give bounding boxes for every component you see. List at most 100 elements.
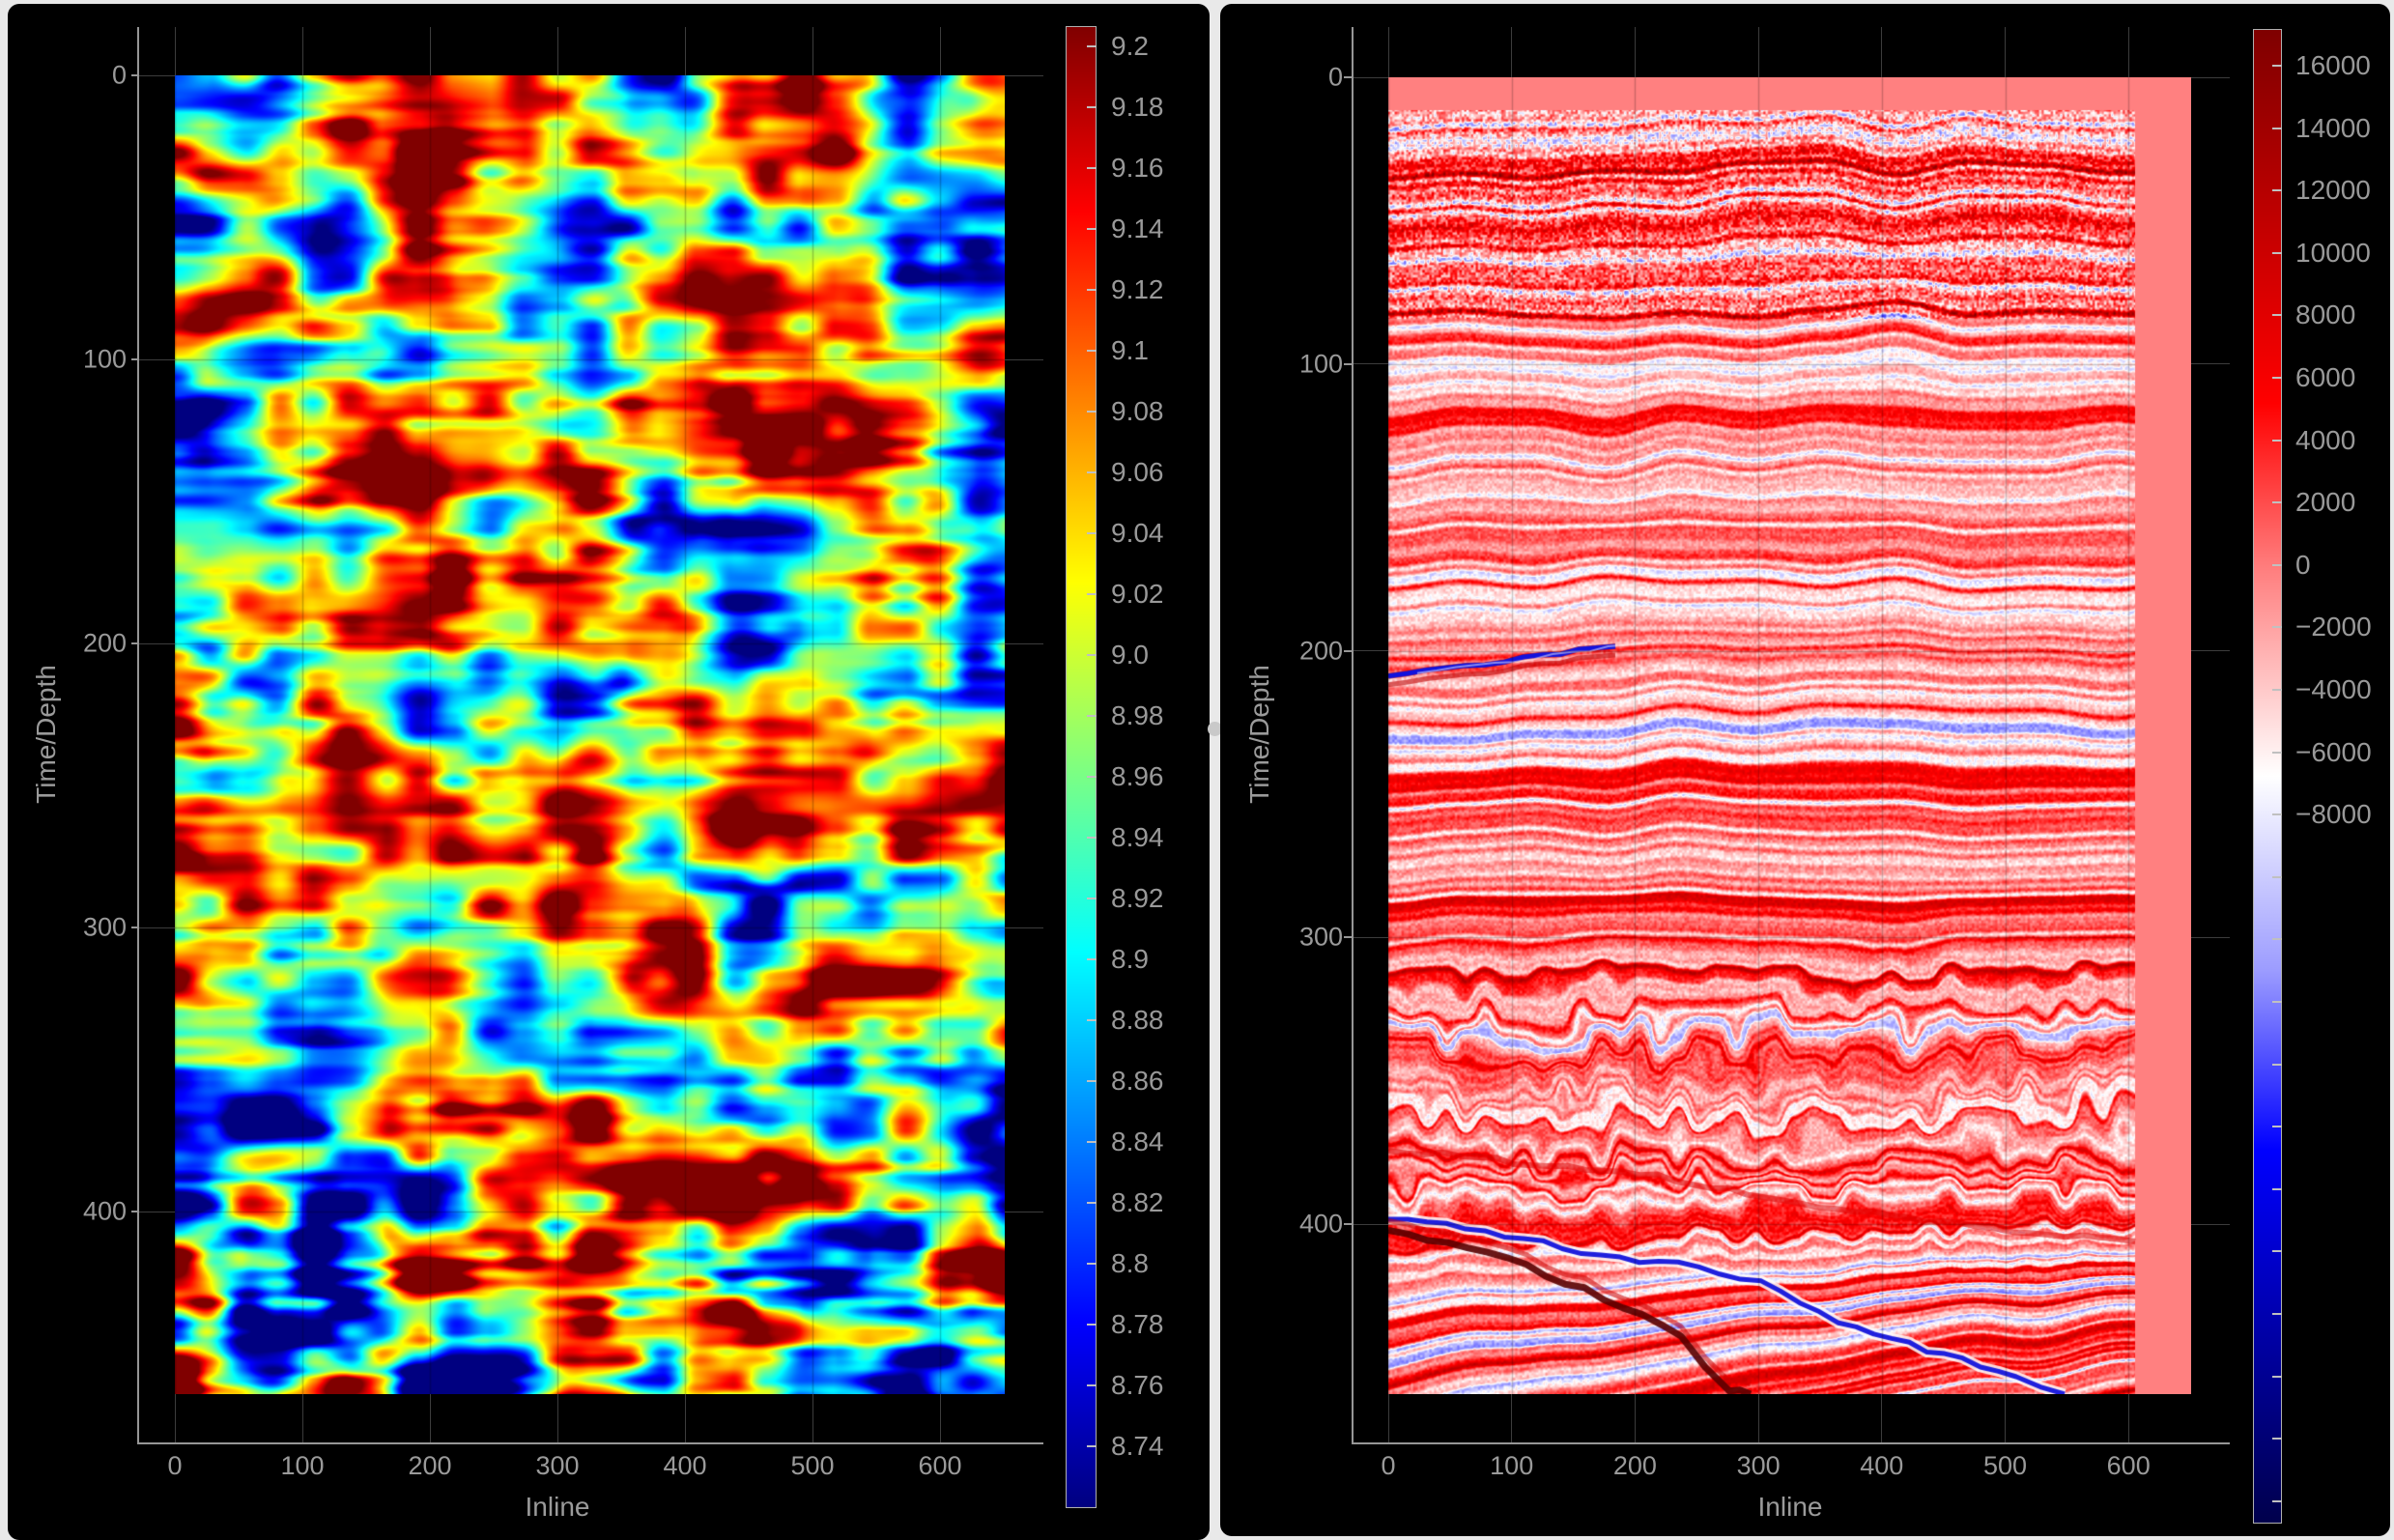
colorbar-tick-label: 8.86 — [1111, 1066, 1164, 1096]
seismic-section-image[interactable] — [1388, 77, 2191, 1394]
x-tick-label: 500 — [790, 1451, 835, 1480]
velocity-colorbar[interactable] — [1066, 26, 1097, 1508]
pane-divider-handle[interactable] — [1208, 722, 1222, 736]
right-y-axis-spine — [1352, 27, 1354, 1442]
x-tick-label: 400 — [663, 1451, 707, 1480]
colorbar-tick-mark — [2272, 1250, 2282, 1253]
colorbar-tick-mark — [1087, 1141, 1097, 1143]
colorbar-tick-mark — [2272, 1187, 2282, 1190]
colorbar-tick-mark — [1087, 958, 1097, 960]
y-tick-label: 100 — [1298, 349, 1343, 379]
colorbar-tick-mark — [1087, 471, 1097, 473]
colorbar-tick-mark — [2272, 1499, 2282, 1502]
x-tick-label: 500 — [1982, 1451, 2028, 1480]
y-tick-mark — [131, 927, 139, 928]
colorbar-tick-mark — [1087, 898, 1097, 899]
y-tick-label: 300 — [1298, 922, 1343, 952]
x-tick-label: 200 — [408, 1451, 452, 1480]
colorbar-tick-label: 9.06 — [1111, 457, 1164, 487]
colorbar-tick-label: 12000 — [2295, 175, 2371, 206]
colorbar-tick-label: 9.02 — [1111, 579, 1164, 609]
colorbar-tick-label: 8.92 — [1111, 883, 1164, 913]
y-tick-label: 0 — [1327, 62, 1343, 92]
y-tick-mark — [1344, 649, 1352, 652]
colorbar-tick-label: 8.84 — [1111, 1126, 1164, 1156]
colorbar-tick-label: 4000 — [2295, 424, 2356, 455]
colorbar-tick-label: 8.76 — [1111, 1370, 1164, 1400]
x-tick-label: 0 — [167, 1451, 183, 1480]
colorbar-tick-mark — [2272, 1063, 2282, 1066]
colorbar-tick-mark — [1087, 532, 1097, 534]
colorbar-tick-label: 8.9 — [1111, 944, 1149, 974]
y-tick-mark — [1344, 362, 1352, 365]
colorbar-tick-label: 9.04 — [1111, 518, 1164, 548]
colorbar-tick-mark — [1087, 1202, 1097, 1204]
y-tick-label: 100 — [82, 344, 127, 374]
y-tick-mark — [131, 642, 139, 644]
colorbar-tick-mark — [2272, 751, 2282, 754]
colorbar-tick-mark — [1087, 593, 1097, 595]
colorbar-tick-label: −2000 — [2295, 612, 2372, 642]
left-y-axis-spine — [137, 27, 139, 1442]
colorbar-tick-label: 8.74 — [1111, 1431, 1164, 1461]
amplitude-colorbar[interactable] — [2253, 29, 2282, 1524]
x-tick-label: 100 — [280, 1451, 325, 1480]
colorbar-tick-mark — [2272, 1313, 2282, 1315]
y-tick-label: 0 — [111, 60, 127, 90]
x-tick-label: 0 — [1381, 1451, 1396, 1480]
colorbar-tick-mark — [2272, 127, 2282, 129]
y-tick-mark — [131, 358, 139, 360]
y-tick-label: 200 — [1298, 636, 1343, 666]
colorbar-tick-mark — [1087, 350, 1097, 352]
right-x-axis-label: Inline — [1757, 1492, 1823, 1522]
colorbar-tick-mark — [2272, 189, 2282, 192]
y-tick-mark — [1344, 1223, 1352, 1226]
colorbar-tick-label: 14000 — [2295, 112, 2371, 143]
left-x-axis-spine — [137, 1442, 1043, 1444]
colorbar-tick-mark — [1087, 715, 1097, 717]
colorbar-tick-mark — [2272, 65, 2282, 67]
colorbar-tick-mark — [2272, 626, 2282, 629]
colorbar-tick-label: 8.8 — [1111, 1248, 1149, 1278]
colorbar-tick-mark — [2272, 1001, 2282, 1003]
colorbar-tick-mark — [1087, 289, 1097, 291]
colorbar-tick-mark — [2272, 501, 2282, 504]
colorbar-tick-mark — [2272, 689, 2282, 691]
colorbar-tick-label: 8.96 — [1111, 761, 1164, 791]
y-tick-mark — [1344, 76, 1352, 78]
colorbar-tick-mark — [1087, 1263, 1097, 1265]
x-tick-label: 100 — [1490, 1451, 1534, 1480]
colorbar-tick-label: 8.94 — [1111, 822, 1164, 852]
velocity-heatmap-image[interactable] — [175, 75, 1005, 1394]
colorbar-tick-label: 8.98 — [1111, 700, 1164, 730]
colorbar-tick-mark — [1087, 1019, 1097, 1021]
colorbar-tick-label: 9.1 — [1111, 335, 1149, 365]
x-tick-label: 300 — [535, 1451, 580, 1480]
colorbar-tick-mark — [1087, 837, 1097, 839]
colorbar-tick-mark — [2272, 1126, 2282, 1128]
colorbar-tick-label: −4000 — [2295, 674, 2372, 704]
colorbar-tick-mark — [1087, 1384, 1097, 1386]
colorbar-tick-label: 9.14 — [1111, 214, 1164, 243]
colorbar-tick-label: 9.18 — [1111, 92, 1164, 122]
colorbar-tick-label: 8.88 — [1111, 1005, 1164, 1035]
x-tick-label: 200 — [1612, 1451, 1657, 1480]
colorbar-tick-mark — [2272, 377, 2282, 379]
pane-divider[interactable] — [1210, 0, 1220, 1540]
y-tick-mark — [131, 1211, 139, 1212]
colorbar-tick-mark — [1087, 411, 1097, 413]
colorbar-tick-label: 8.78 — [1111, 1309, 1164, 1339]
colorbar-tick-mark — [1087, 776, 1097, 778]
colorbar-tick-label: −6000 — [2295, 736, 2372, 767]
right-y-axis-label: Time/Depth — [1244, 665, 1274, 804]
colorbar-tick-mark — [1087, 1080, 1097, 1082]
y-tick-label: 300 — [82, 912, 127, 942]
velocity-plot-window: 0 100 200 300 400 500 600 0 100 200 300 400 Time/De… — [8, 4, 1210, 1540]
colorbar-tick-mark — [1087, 167, 1097, 169]
x-tick-label: 600 — [2106, 1451, 2151, 1480]
y-tick-label: 200 — [82, 628, 127, 658]
colorbar-tick-mark — [1087, 1445, 1097, 1447]
y-tick-mark — [131, 74, 139, 76]
left-x-axis-label: Inline — [525, 1492, 590, 1522]
